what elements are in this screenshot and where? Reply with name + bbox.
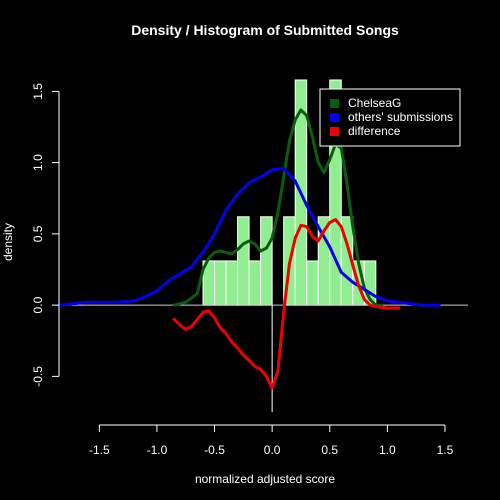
others-submissions-density-curve [57,166,441,307]
difference-density-curve [172,218,401,390]
y-tick-label: 0.5 [31,225,45,242]
histogram-bar-9 [306,260,319,306]
legend-swatch [330,127,339,136]
x-tick-label: -0.5 [204,443,225,457]
legend-label: difference [348,124,401,138]
reference-lines [59,304,468,412]
chelseag-density-curve [172,108,384,307]
histogram-bar-2 [214,260,227,306]
legend-label: others' submissions [348,110,453,124]
histogram-bar-3 [225,260,239,306]
histogram-bar-4 [237,216,250,306]
legend-label: ChelseaG [348,96,401,110]
x-tick-label: 0.5 [321,443,338,457]
y-tick-label: 0.0 [31,296,45,313]
x-tick-label: -1.5 [89,443,110,457]
y-tick-label: -0.5 [31,366,45,387]
density-curves [57,108,441,390]
x-tick-label: 1.5 [437,443,454,457]
x-tick-label: -1.0 [147,443,168,457]
y-tick-label: 1.0 [31,154,45,171]
histogram-bar-6 [260,216,273,306]
y-axis-label: density [1,223,15,261]
legend-swatch [330,99,339,108]
x-axis: -1.5 -1.0 -0.5 0.0 0.5 1.0 1.5 [89,424,454,457]
chart-title: Density / Histogram of Submitted Songs [131,22,399,38]
legend-swatch [330,113,339,122]
x-tick-label: 0.0 [264,443,281,457]
legend-box [319,88,461,147]
x-axis-label: normalized adjusted score [195,472,335,486]
histogram-bar-5 [248,260,262,306]
y-axis: -0.5 0.0 0.5 1.0 1.5 [31,83,60,387]
y-tick-label: 1.5 [31,83,45,100]
x-tick-label: 1.0 [379,443,396,457]
